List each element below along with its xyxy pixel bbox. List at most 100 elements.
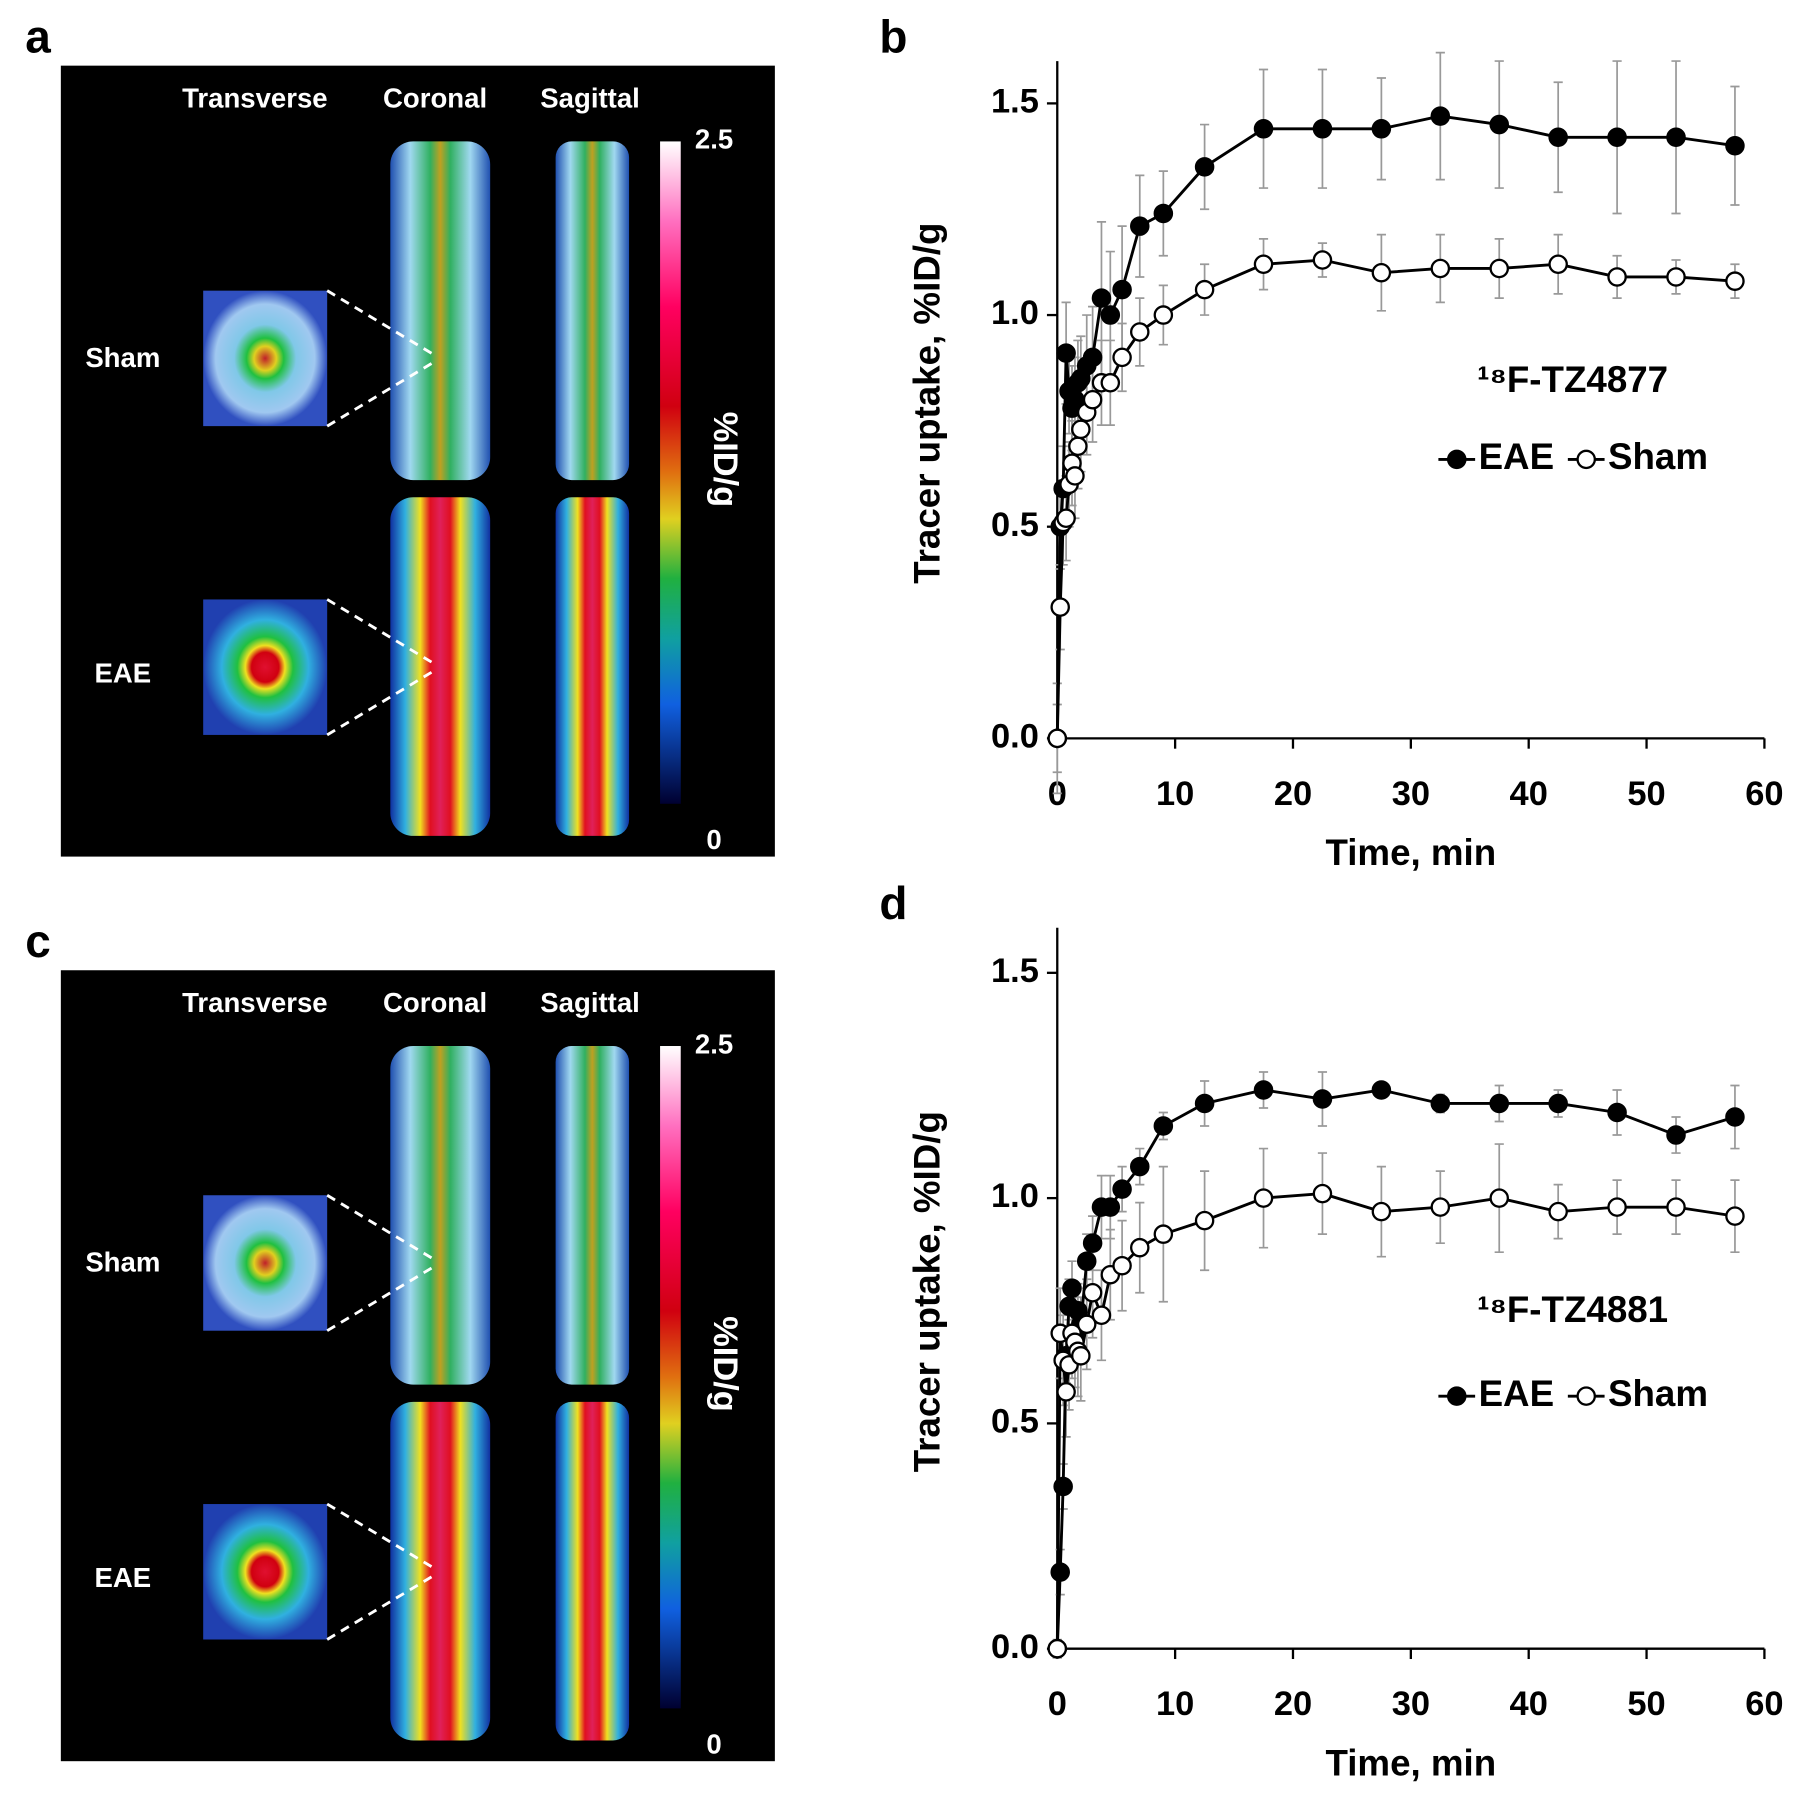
data-point <box>1253 119 1274 139</box>
panel-letter: b <box>879 11 907 63</box>
data-point <box>1068 436 1088 457</box>
connector <box>326 289 437 358</box>
data-point <box>1112 1179 1132 1199</box>
data-point <box>1253 1080 1274 1100</box>
row-label: EAE <box>95 1562 152 1593</box>
data-point <box>1666 267 1686 287</box>
data-point <box>1153 305 1174 325</box>
view-label: Coronal <box>383 987 487 1018</box>
connector <box>326 1194 437 1262</box>
sagittal-image <box>555 1401 630 1741</box>
data-point <box>1430 1197 1451 1217</box>
data-point <box>1312 1089 1333 1109</box>
connector <box>326 598 437 667</box>
view-label: Coronal <box>383 82 487 113</box>
data-point <box>1071 1346 1091 1366</box>
legend-label: Sham <box>1608 1373 1708 1414</box>
colorbar-tick-label: 2.5 <box>695 124 733 155</box>
x-tick-label: 40 <box>1510 1685 1548 1723</box>
colorbar <box>660 141 681 804</box>
y-tick-label: 1.5 <box>991 82 1039 120</box>
row-label: EAE <box>95 658 152 689</box>
y-tick-label: 0.0 <box>991 1628 1039 1666</box>
legend-marker <box>1576 449 1596 470</box>
data-point <box>1100 305 1121 325</box>
data-point <box>1056 1382 1076 1402</box>
y-tick-label: 1.0 <box>991 1177 1039 1215</box>
x-tick-label: 10 <box>1156 1685 1194 1723</box>
data-point <box>1047 1638 1068 1659</box>
x-tick-label: 30 <box>1392 775 1430 813</box>
y-tick-label: 0.5 <box>991 506 1039 544</box>
data-point <box>1548 127 1568 148</box>
panel-letter: d <box>879 877 907 929</box>
x-tick-label: 50 <box>1627 775 1665 813</box>
coronal-image <box>390 1046 491 1385</box>
legend-label: Sham <box>1608 436 1708 477</box>
data-point <box>1112 279 1132 300</box>
y-axis-label: Tracer uptake, %ID/g <box>907 223 948 584</box>
data-point <box>1430 1093 1451 1114</box>
data-point <box>1062 1278 1082 1298</box>
transverse-image <box>203 599 328 735</box>
connector <box>326 359 437 428</box>
y-tick-label: 1.5 <box>991 952 1039 990</box>
x-tick-label: 0 <box>1048 1685 1067 1723</box>
view-label: Transverse <box>182 987 328 1018</box>
data-point <box>1050 597 1070 617</box>
data-point <box>1725 1206 1745 1226</box>
data-point <box>1091 288 1112 308</box>
legend-marker <box>1576 1386 1596 1406</box>
data-point <box>1130 1237 1150 1258</box>
data-point <box>1082 347 1103 368</box>
view-label: Sagittal <box>540 987 640 1018</box>
transverse-image <box>203 1195 328 1331</box>
coronal-image <box>390 497 491 836</box>
colorbar-label: %ID/g <box>706 412 744 508</box>
data-point <box>1076 1314 1097 1335</box>
sagittal-image <box>555 1046 630 1385</box>
data-point <box>1194 1210 1215 1231</box>
data-point <box>1489 114 1509 135</box>
data-point <box>1091 1305 1112 1326</box>
connector <box>326 1264 437 1332</box>
data-point <box>1071 419 1091 440</box>
data-point <box>1312 250 1333 270</box>
data-point <box>1607 1102 1627 1123</box>
legend-label: EAE <box>1479 436 1555 477</box>
legend-label: EAE <box>1479 1373 1555 1414</box>
data-point <box>1082 1282 1103 1303</box>
data-point <box>1056 508 1076 528</box>
data-point <box>1607 267 1627 287</box>
data-point <box>1194 157 1215 177</box>
series-line <box>1055 1088 1736 1649</box>
data-point <box>1050 1562 1070 1582</box>
data-point <box>1100 1197 1121 1217</box>
y-tick-label: 1.0 <box>991 294 1039 332</box>
data-point <box>1666 127 1686 148</box>
data-point <box>1153 1116 1174 1136</box>
data-point <box>1194 1093 1215 1114</box>
sagittal-image <box>555 497 630 836</box>
annotation: ¹⁸F-TZ4877 <box>1477 359 1668 400</box>
x-tick-label: 60 <box>1745 775 1783 813</box>
sagittal-image <box>555 141 630 481</box>
data-point <box>1548 1201 1568 1222</box>
data-point <box>1312 119 1333 139</box>
data-point <box>1253 1188 1274 1208</box>
x-tick-label: 60 <box>1745 1685 1783 1723</box>
data-point <box>1607 1197 1627 1217</box>
data-point <box>1548 1093 1568 1114</box>
data-point <box>1056 343 1076 363</box>
colorbar-label: %ID/g <box>706 1316 744 1412</box>
data-point <box>1112 1255 1132 1276</box>
data-point <box>1153 203 1174 224</box>
data-point <box>1253 254 1274 275</box>
annotation: ¹⁸F-TZ4881 <box>1477 1289 1668 1330</box>
row-label: Sham <box>85 342 160 373</box>
coronal-image <box>390 1401 491 1741</box>
transverse-image <box>203 290 328 427</box>
data-point <box>1725 271 1745 291</box>
